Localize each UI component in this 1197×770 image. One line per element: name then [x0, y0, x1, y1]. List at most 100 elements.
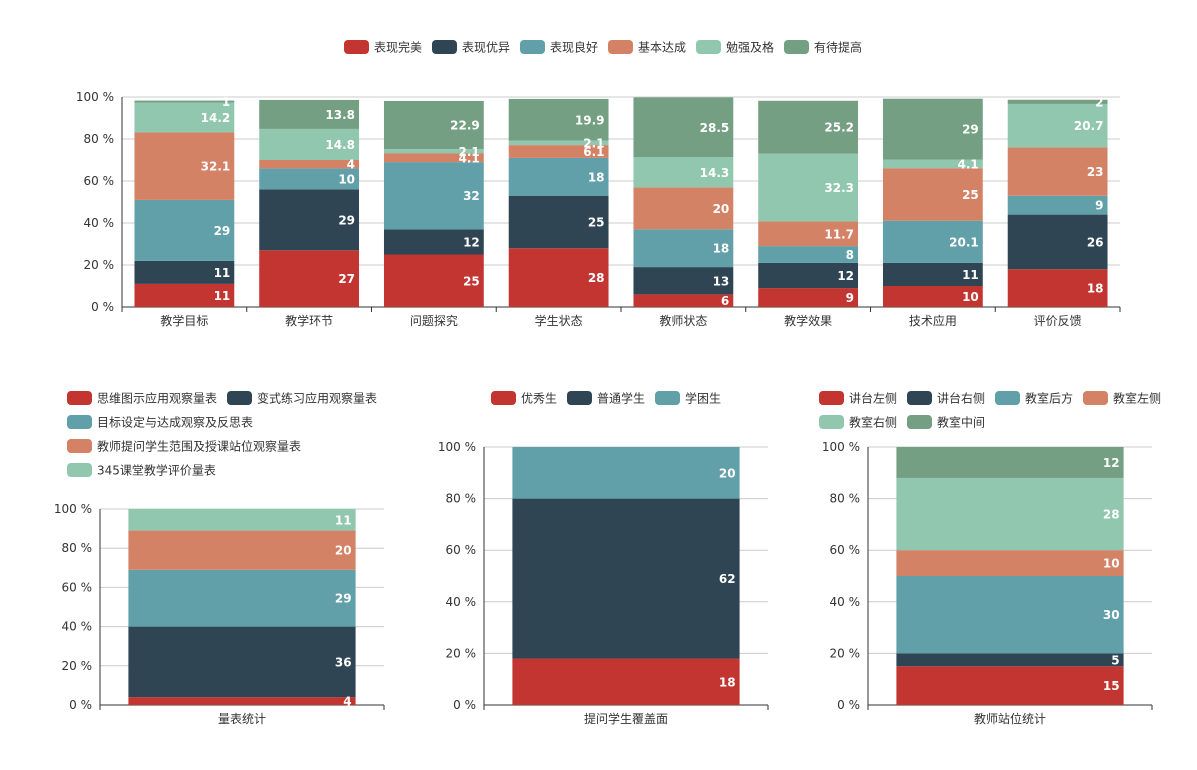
- bar-segment[interactable]: [1007, 147, 1108, 196]
- legend-item[interactable]: 教室后方: [995, 391, 1073, 406]
- legend-item[interactable]: 勉强及格: [696, 40, 774, 55]
- legend-swatch: [520, 40, 545, 54]
- legend-item[interactable]: 教师提问学生范围及授课站位观察量表: [67, 439, 301, 454]
- legend-item[interactable]: 优秀生: [491, 391, 557, 406]
- legend-item[interactable]: 教室左侧: [1083, 391, 1161, 406]
- legend-item[interactable]: 基本达成: [608, 40, 686, 55]
- bar-segment[interactable]: [758, 288, 859, 307]
- legend-item[interactable]: 学困生: [655, 391, 721, 406]
- bar-segment[interactable]: [633, 157, 734, 188]
- bar-segment[interactable]: [512, 447, 740, 499]
- bar-segment[interactable]: [882, 262, 983, 286]
- legend-item[interactable]: 表现优异: [432, 40, 510, 55]
- bar-segment[interactable]: [128, 626, 356, 698]
- data-label: 32.1: [201, 160, 231, 174]
- legend-item[interactable]: 目标设定与达成观察及反思表: [67, 415, 253, 430]
- bar-segment[interactable]: [882, 220, 983, 263]
- bar-segment[interactable]: [508, 248, 609, 307]
- bar-segment[interactable]: [134, 100, 235, 103]
- bar-segment[interactable]: [508, 145, 609, 158]
- legend-item[interactable]: 思维图示应用观察量表: [67, 391, 217, 406]
- data-label: 20.1: [949, 235, 979, 249]
- bar-segment[interactable]: [383, 153, 484, 163]
- bar-segment[interactable]: [259, 128, 360, 160]
- bar-segment[interactable]: [896, 550, 1124, 576]
- bar-segment[interactable]: [633, 97, 734, 158]
- bar-segment[interactable]: [128, 530, 356, 570]
- bar-segment[interactable]: [896, 447, 1124, 478]
- bar-segment[interactable]: [508, 98, 609, 141]
- bar-segment[interactable]: [882, 286, 983, 307]
- legend-item[interactable]: 教室中间: [907, 415, 985, 430]
- bar-segment[interactable]: [508, 195, 609, 249]
- bar-segment[interactable]: [1007, 103, 1108, 148]
- bar-segment[interactable]: [128, 569, 356, 627]
- legend-item[interactable]: 有待提高: [784, 40, 862, 55]
- bar-segment[interactable]: [383, 254, 484, 308]
- legend-item[interactable]: 345课堂教学评价量表: [67, 463, 216, 478]
- legend-item[interactable]: 表现良好: [520, 40, 598, 55]
- bar-segment[interactable]: [259, 189, 360, 251]
- bar-segment[interactable]: [896, 653, 1124, 667]
- bar-segment[interactable]: [758, 100, 859, 154]
- bar-segment[interactable]: [134, 102, 235, 133]
- bar-segment[interactable]: [1007, 269, 1108, 307]
- data-label: 6.1: [583, 145, 604, 159]
- bar-segment[interactable]: [882, 98, 983, 160]
- bar-segment[interactable]: [633, 294, 734, 307]
- bar-segment[interactable]: [896, 477, 1124, 551]
- legend-swatch: [784, 40, 809, 54]
- bar-segment[interactable]: [633, 229, 734, 268]
- legend-item[interactable]: 讲台左侧: [819, 391, 897, 406]
- bar-segment[interactable]: [512, 658, 740, 705]
- bar-segment[interactable]: [134, 132, 235, 200]
- legend-swatch: [67, 415, 92, 429]
- bar-segment[interactable]: [1007, 214, 1108, 270]
- data-label: 25: [463, 274, 480, 288]
- bar-segment[interactable]: [758, 262, 859, 289]
- bar-segment[interactable]: [128, 509, 356, 531]
- data-label: 4.1: [459, 151, 480, 165]
- bar-segment[interactable]: [896, 666, 1124, 705]
- data-label: 20: [335, 544, 352, 558]
- bar-segment[interactable]: [882, 168, 983, 221]
- y-tick-label: 60 %: [446, 543, 477, 557]
- bar-segment[interactable]: [896, 576, 1124, 654]
- bar-segment[interactable]: [128, 697, 356, 705]
- bar-segment[interactable]: [633, 187, 734, 230]
- legend-swatch: [344, 40, 369, 54]
- legend-item[interactable]: 教室右侧: [819, 415, 897, 430]
- legend-item[interactable]: 普通学生: [567, 391, 645, 406]
- bar-segment[interactable]: [882, 159, 983, 169]
- bar-segment[interactable]: [1007, 99, 1108, 104]
- x-category-label: 问题探究: [410, 313, 458, 328]
- bar-segment[interactable]: [508, 157, 609, 196]
- bar-segment[interactable]: [259, 250, 360, 307]
- legend-item[interactable]: 讲台右侧: [907, 391, 985, 406]
- bar-segment[interactable]: [383, 229, 484, 255]
- bar-segment[interactable]: [383, 100, 484, 150]
- data-label: 10: [962, 290, 979, 304]
- bar-segment[interactable]: [508, 140, 609, 146]
- bar-segment[interactable]: [1007, 195, 1108, 215]
- bar-segment[interactable]: [134, 260, 235, 284]
- bar-segment[interactable]: [383, 149, 484, 154]
- bar-segment[interactable]: [512, 498, 740, 659]
- data-label: 26: [1087, 235, 1104, 249]
- bar-segment[interactable]: [259, 99, 360, 129]
- bar-segment[interactable]: [259, 160, 360, 169]
- bar-segment[interactable]: [633, 267, 734, 295]
- bar-segment[interactable]: [758, 153, 859, 222]
- bar-segment[interactable]: [134, 283, 235, 307]
- legend-item[interactable]: 表现完美: [344, 40, 422, 55]
- bar-segment[interactable]: [134, 199, 235, 261]
- bar-segment[interactable]: [383, 162, 484, 230]
- legend-item[interactable]: 变式练习应用观察量表: [227, 391, 377, 406]
- bar-segment[interactable]: [758, 246, 859, 263]
- y-tick-label: 100 %: [76, 90, 114, 104]
- data-label: 14.8: [325, 138, 355, 152]
- bar-segment[interactable]: [758, 221, 859, 247]
- data-label: 29: [214, 224, 231, 238]
- bar-segment[interactable]: [259, 168, 360, 190]
